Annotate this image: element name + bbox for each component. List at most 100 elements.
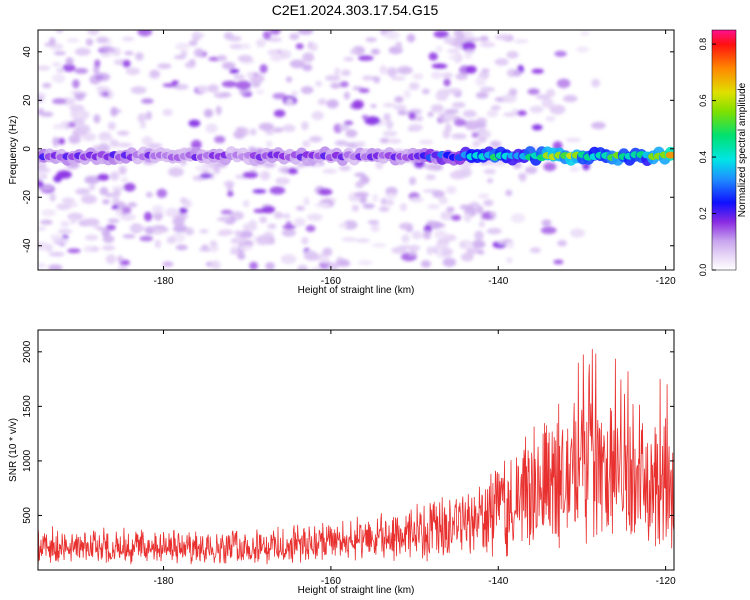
spectrogram-cell [38, 262, 47, 269]
spectrogram-cell [399, 203, 407, 212]
spectrogram-cell [455, 73, 468, 81]
spectrogram-cell [494, 58, 509, 66]
spectrogram-cell [262, 30, 272, 40]
spectrogram-cell [188, 40, 198, 47]
spectrogram-cell [110, 106, 118, 117]
spectrogram-cell [85, 234, 99, 241]
spectrogram-cell [81, 194, 97, 204]
spectrogram-cell [334, 140, 348, 147]
spectrogram-cell [397, 66, 413, 75]
snr-xlabel: Height of straight line (km) [298, 585, 415, 596]
spectrogram-cell [462, 110, 477, 118]
spectrogram-cell [391, 246, 407, 254]
spectrogram-cell [302, 52, 315, 63]
spectrogram-cell [256, 240, 270, 246]
spectrogram-cell [49, 37, 56, 46]
spectrogram-cell [370, 104, 377, 108]
spectrogram-cell [433, 244, 441, 252]
spectrogram-cell [382, 130, 398, 137]
spectrogram-cell [172, 216, 185, 227]
spectrogram-cell [273, 211, 284, 219]
spectrogram-cell [487, 178, 494, 184]
spectrogram-cell [124, 51, 134, 56]
spectrogram-cell [82, 132, 97, 142]
spectrogram-cell [553, 259, 564, 265]
y-tick-label: 2000 [22, 340, 33, 363]
spectrogram-cell [460, 252, 474, 262]
spectrogram-cell [96, 226, 107, 231]
spectrogram-cell [565, 137, 582, 143]
spectrogram-cell [97, 173, 110, 181]
spectrogram-field [38, 30, 674, 270]
spectrogram-cell [295, 43, 304, 50]
spectrogram-cell [123, 182, 136, 192]
spectrogram-cell [199, 229, 209, 234]
spectrogram-cell [306, 213, 323, 221]
spectrogram-cell [67, 248, 81, 254]
spectrogram-cell [100, 52, 112, 58]
spectrogram-cell [246, 71, 254, 79]
spectrogram-cell [180, 197, 188, 205]
spectrogram-cell [96, 72, 103, 78]
spectrogram-cell [451, 101, 466, 109]
spectrogram-cell [358, 55, 374, 61]
spectrogram-cell [190, 139, 202, 150]
spectrogram-cell [318, 188, 333, 196]
spectrogram-cell [195, 165, 207, 172]
spectrogram-cell [591, 121, 606, 130]
spectrogram-cell [343, 120, 354, 126]
spectrogram-cell [309, 42, 318, 52]
spectrogram-cell [450, 214, 462, 221]
spectrogram-cell [279, 49, 292, 60]
spectrogram-cell [102, 199, 110, 205]
spectrogram-cell [201, 244, 209, 249]
spectrogram-cell [127, 202, 137, 208]
spectrogram-cell [541, 98, 554, 109]
spectrogram-cell [339, 81, 349, 88]
spectrogram-cell [517, 110, 527, 116]
spectrogram-cell [164, 207, 180, 218]
spectrogram-cell [87, 30, 100, 36]
spectrogram-cell [380, 198, 388, 205]
spectrogram-cell [343, 57, 355, 62]
spectrogram-cell [238, 230, 253, 239]
spectrogram-cell [267, 37, 282, 43]
spectrogram-cell [525, 166, 538, 175]
spectrogram-cell [351, 204, 359, 212]
spectrogram-cell [179, 207, 188, 214]
spectrogram-cell [444, 108, 459, 115]
spectrogram-cell [70, 217, 77, 225]
spectrogram-cell [440, 211, 454, 221]
spectrogram-cell [442, 257, 457, 267]
spectrogram-cell [352, 99, 364, 110]
spectrogram-cell [41, 209, 57, 217]
spectrogram-cell [83, 245, 93, 253]
spectrogram-cell [387, 67, 398, 77]
spectrogram-cell [51, 62, 62, 67]
spectrogram-cell [386, 31, 396, 37]
spectrogram-cell [75, 124, 91, 134]
spectrogram-cell [40, 185, 54, 191]
spectrogram-cell [88, 184, 96, 191]
spectrogram-cell [269, 186, 286, 195]
spectrogram-cell [199, 247, 212, 252]
spectrogram-cell [94, 59, 101, 68]
spectrogram-cell [205, 123, 218, 134]
spectrogram-cell [354, 172, 366, 177]
spectrogram-cell [512, 69, 522, 77]
spectrogram-cell [120, 177, 129, 183]
spectrogram-cell [365, 37, 377, 43]
spectrogram-cell [287, 167, 299, 175]
spectrogram-cell [311, 111, 324, 121]
spectrogram-cell [125, 67, 141, 76]
spectrogram-cell [342, 220, 358, 230]
spectrogram-cell [403, 89, 411, 99]
spectrogram-cell [449, 171, 465, 180]
spectrogram-cell [38, 168, 52, 173]
spectrogram-cell [430, 71, 443, 80]
spectrogram-cell [65, 57, 74, 66]
spectrogram-cell [232, 237, 246, 244]
spectrogram-cell [152, 205, 164, 214]
spectrogram-cell [370, 223, 380, 233]
spectrogram-cell [383, 113, 391, 121]
